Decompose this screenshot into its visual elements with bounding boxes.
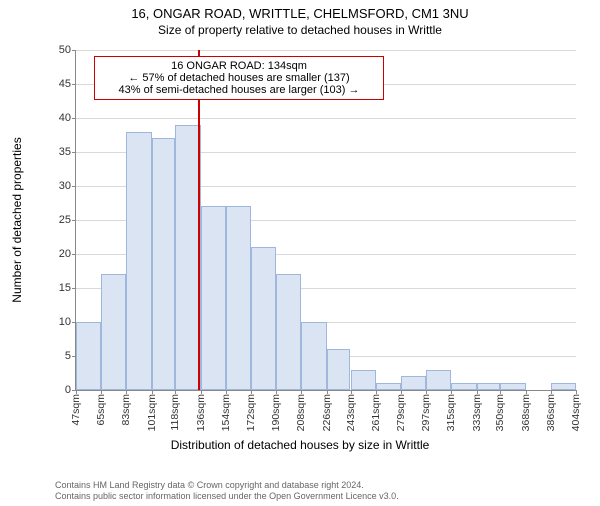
y-tick-label: 30	[41, 180, 71, 192]
y-tick-mark	[72, 220, 76, 221]
x-tick-label: 47sqm	[70, 394, 82, 426]
annotation-box: 16 ONGAR ROAD: 134sqm← 57% of detached h…	[94, 56, 384, 100]
x-tick-label: 154sqm	[220, 394, 232, 431]
histogram-bar	[327, 349, 351, 390]
attribution-footer: Contains HM Land Registry data © Crown c…	[55, 480, 399, 503]
histogram-bar	[201, 206, 226, 390]
histogram-chart: Number of detached properties 0510152025…	[55, 50, 575, 430]
x-tick-label: 226sqm	[321, 394, 333, 431]
histogram-bar	[126, 132, 151, 390]
y-tick-mark	[72, 152, 76, 153]
page-title-subtitle: Size of property relative to detached ho…	[0, 23, 600, 37]
x-tick-label: 118sqm	[169, 394, 181, 431]
histogram-bar	[477, 383, 501, 390]
x-tick-label: 243sqm	[345, 394, 357, 431]
y-tick-label: 25	[41, 214, 71, 226]
histogram-bar	[76, 322, 101, 390]
gridline	[76, 50, 576, 51]
x-tick-label: 350sqm	[494, 394, 506, 431]
x-tick-label: 279sqm	[395, 394, 407, 431]
histogram-bar	[226, 206, 251, 390]
x-tick-label: 261sqm	[370, 394, 382, 431]
y-tick-label: 0	[41, 384, 71, 396]
x-tick-label: 315sqm	[445, 394, 457, 431]
y-tick-label: 10	[41, 316, 71, 328]
y-axis-label: Number of detached properties	[10, 137, 24, 302]
histogram-bar	[426, 370, 451, 390]
x-tick-label: 65sqm	[95, 394, 107, 426]
x-tick-label: 190sqm	[270, 394, 282, 431]
x-tick-label: 83sqm	[120, 394, 132, 426]
histogram-bar	[401, 376, 426, 390]
histogram-bar	[351, 370, 376, 390]
y-tick-mark	[72, 254, 76, 255]
y-tick-mark	[72, 118, 76, 119]
plot-area: 0510152025303540455047sqm65sqm83sqm101sq…	[75, 50, 576, 391]
annotation-line: 16 ONGAR ROAD: 134sqm	[101, 60, 377, 72]
x-tick-label: 297sqm	[420, 394, 432, 431]
histogram-bar	[551, 383, 576, 390]
x-tick-label: 172sqm	[245, 394, 257, 431]
histogram-bar	[101, 274, 126, 390]
histogram-bar	[251, 247, 276, 390]
y-tick-label: 40	[41, 112, 71, 124]
y-tick-label: 15	[41, 282, 71, 294]
histogram-bar	[301, 322, 326, 390]
x-tick-label: 333sqm	[471, 394, 483, 431]
y-tick-label: 20	[41, 248, 71, 260]
page-title-address: 16, ONGAR ROAD, WRITTLE, CHELMSFORD, CM1…	[0, 6, 600, 21]
gridline	[76, 118, 576, 119]
property-marker-line	[198, 50, 200, 390]
footer-line-1: Contains HM Land Registry data © Crown c…	[55, 480, 399, 491]
histogram-bar	[451, 383, 476, 390]
x-tick-label: 404sqm	[570, 394, 582, 431]
x-tick-label: 386sqm	[545, 394, 557, 431]
x-tick-label: 101sqm	[146, 394, 158, 431]
y-tick-label: 5	[41, 350, 71, 362]
histogram-bar	[376, 383, 401, 390]
histogram-bar	[152, 138, 176, 390]
x-tick-label: 208sqm	[295, 394, 307, 431]
x-tick-label: 368sqm	[520, 394, 532, 431]
y-tick-mark	[72, 50, 76, 51]
x-tick-label: 136sqm	[195, 394, 207, 431]
y-tick-mark	[72, 84, 76, 85]
y-tick-label: 50	[41, 44, 71, 56]
y-tick-label: 35	[41, 146, 71, 158]
y-tick-mark	[72, 186, 76, 187]
y-tick-mark	[72, 288, 76, 289]
y-tick-label: 45	[41, 78, 71, 90]
footer-line-2: Contains public sector information licen…	[55, 491, 399, 502]
annotation-line: ← 57% of detached houses are smaller (13…	[101, 72, 377, 84]
histogram-bar	[276, 274, 301, 390]
annotation-line: 43% of semi-detached houses are larger (…	[101, 84, 377, 96]
x-axis-label: Distribution of detached houses by size …	[0, 438, 600, 452]
histogram-bar	[500, 383, 525, 390]
